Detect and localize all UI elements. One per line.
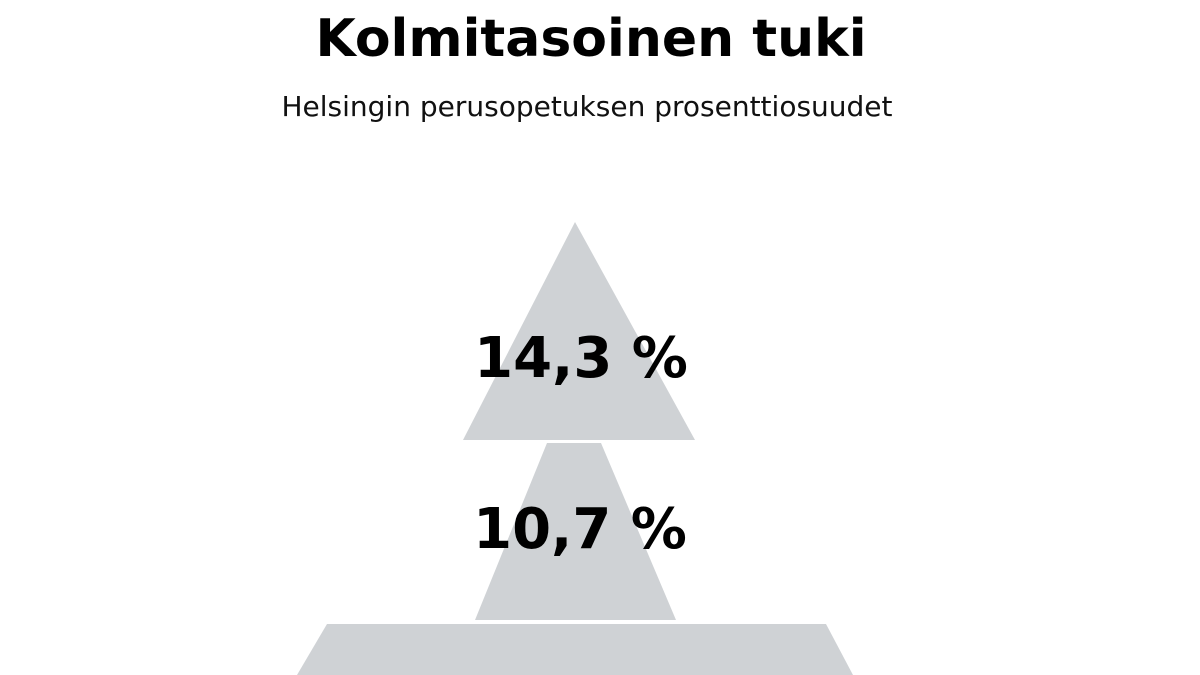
pyramid-top — [463, 222, 695, 440]
level-label: 10,7 % — [473, 497, 687, 562]
pyramid-middle — [475, 443, 676, 620]
subtitle: Helsingin perusopetuksen prosenttiosuude… — [281, 90, 892, 123]
title: Kolmitasoinen tuki — [315, 9, 866, 69]
pyramid-bottom — [297, 624, 853, 675]
level-label: 14,3 % — [474, 326, 688, 391]
